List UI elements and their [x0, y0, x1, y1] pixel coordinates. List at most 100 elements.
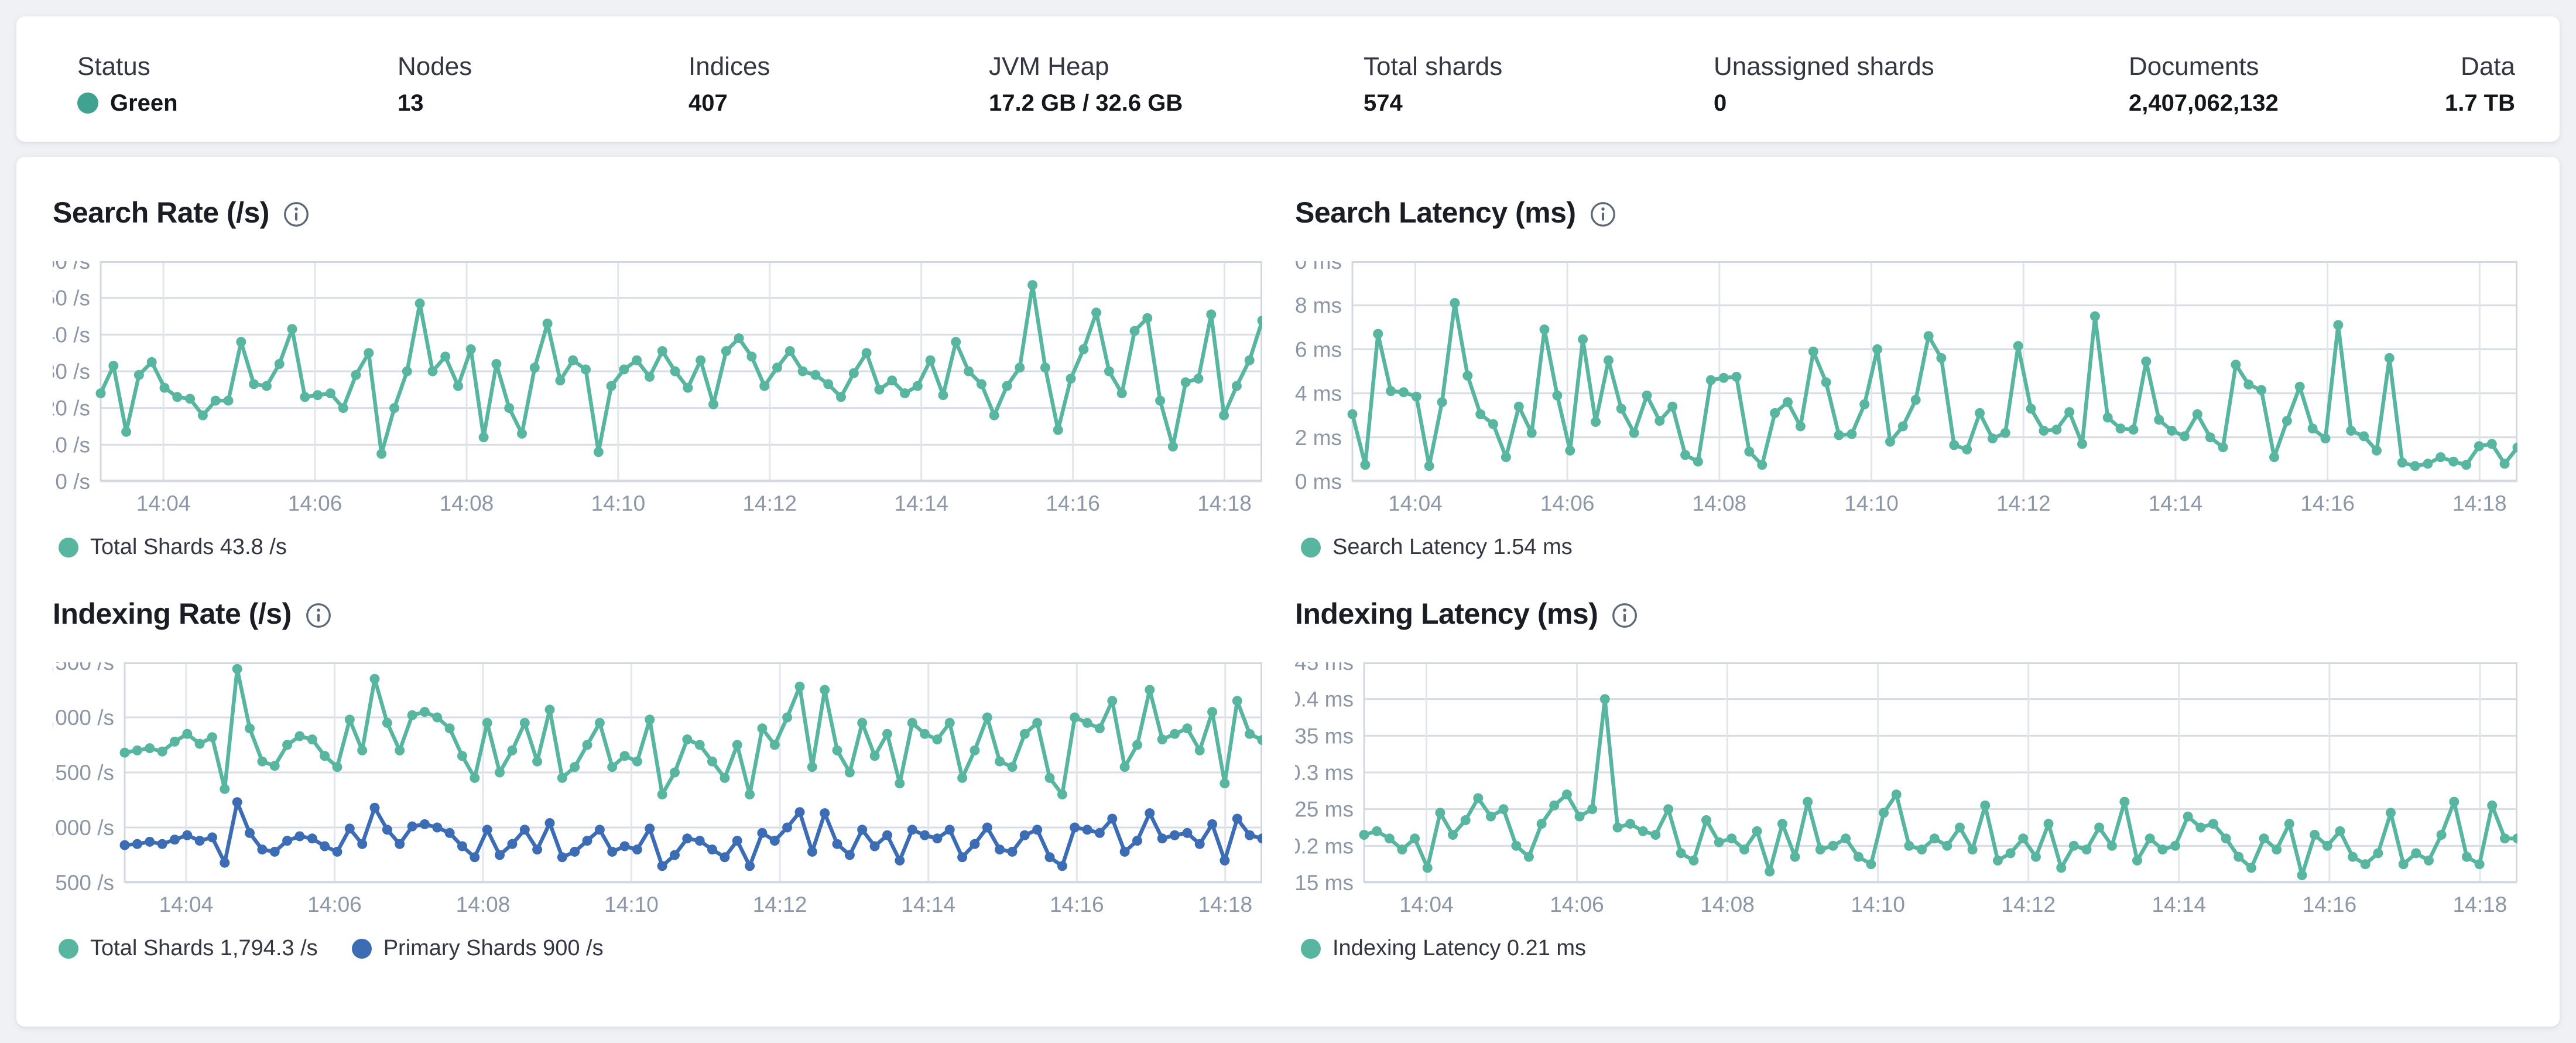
stat-label: Indices [688, 52, 770, 81]
legend-dot-icon [1301, 938, 1321, 959]
chart-indexing-rate: Indexing Rate (/s) 500 /s 1,000 /s 1,500 /… [53, 598, 1262, 990]
svg-text:14:04: 14:04 [136, 491, 191, 515]
stat-label: Status [77, 52, 150, 81]
svg-text:0.15 ms: 0.15 ms [1295, 871, 1354, 895]
stat-label: Data [2461, 52, 2515, 81]
chart-title: Search Latency (ms) [1295, 196, 1576, 229]
svg-text:14:16: 14:16 [2300, 491, 2355, 515]
stat-label: Documents [2129, 52, 2259, 81]
indexing-latency-chart[interactable]: 0.15 ms 0.2 ms 0.25 ms 0.3 ms 0.35 ms 0.4 ms 0… [1295, 662, 2517, 920]
chart-indexing-latency: Indexing Latency (ms) 0.15 ms 0.2 ms 0.25 … [1295, 598, 2517, 990]
chart-legend: Total Shards 43.8 /s [59, 535, 287, 560]
info-icon[interactable] [306, 603, 331, 628]
legend-label: Search Latency 1.54 ms [1332, 535, 1573, 559]
stat-label: Unassigned shards [1714, 52, 1934, 81]
svg-text:14:08: 14:08 [1700, 892, 1755, 917]
legend-item[interactable]: Indexing Latency 0.21 ms [1301, 936, 1586, 961]
svg-text:20 /s: 20 /s [53, 396, 90, 420]
legend-item[interactable]: Total Shards 43.8 /s [59, 535, 287, 560]
svg-text:14:04: 14:04 [1399, 892, 1454, 917]
stat-value: 2,407,062,132 [2129, 90, 2279, 117]
chart-legend: Indexing Latency 0.21 ms [1301, 936, 1586, 961]
svg-text:14:16: 14:16 [2303, 892, 2357, 917]
stat-nodes: Nodes 13 [398, 52, 472, 117]
svg-text:14:14: 14:14 [901, 892, 955, 917]
stat-value: 13 [398, 90, 424, 117]
svg-text:50 /s: 50 /s [53, 286, 90, 310]
search-rate-chart[interactable]: 0 /s 10 /s 20 /s 30 /s 40 /s 50 /s 60 /s 14:04 1… [53, 261, 1262, 519]
svg-text:1,500 /s: 1,500 /s [53, 761, 114, 785]
svg-text:2,500 /s: 2,500 /s [53, 662, 114, 675]
svg-text:14:12: 14:12 [2001, 892, 2056, 917]
svg-text:14:06: 14:06 [288, 491, 342, 515]
svg-text:0.45 ms: 0.45 ms [1295, 662, 1354, 675]
svg-text:8 ms: 8 ms [1295, 293, 1342, 317]
svg-text:0.25 ms: 0.25 ms [1295, 798, 1354, 822]
svg-text:14:10: 14:10 [604, 892, 659, 917]
stat-label: Nodes [398, 52, 472, 81]
svg-text:2,000 /s: 2,000 /s [53, 706, 114, 730]
stat-unassigned-shards: Unassigned shards 0 [1714, 52, 1934, 116]
svg-text:14:12: 14:12 [742, 491, 797, 515]
svg-text:0.3 ms: 0.3 ms [1295, 761, 1354, 785]
svg-text:60 /s: 60 /s [53, 261, 90, 273]
svg-text:500 /s: 500 /s [55, 871, 114, 895]
stat-data: Data 1.7 TB [2445, 52, 2515, 116]
legend-label: Total Shards 1,794.3 /s [90, 936, 318, 960]
svg-text:14:06: 14:06 [1550, 892, 1604, 917]
stat-documents: Documents 2,407,062,132 [2129, 52, 2279, 117]
svg-text:4 ms: 4 ms [1295, 382, 1342, 406]
legend-label: Primary Shards 900 /s [383, 936, 604, 960]
svg-text:14:06: 14:06 [1540, 491, 1595, 515]
legend-dot-icon [351, 938, 372, 959]
svg-text:14:14: 14:14 [894, 491, 948, 515]
chart-title: Search Rate (/s) [53, 196, 269, 229]
svg-text:0 /s: 0 /s [55, 470, 90, 494]
svg-text:14:16: 14:16 [1046, 491, 1100, 515]
stat-indices: Indices 407 [688, 52, 770, 117]
legend-item[interactable]: Primary Shards 900 /s [351, 936, 604, 961]
chart-search-rate: Search Rate (/s) 0 /s 10 /s 20 /s 30 /s 40 /… [53, 197, 1262, 589]
svg-text:14:12: 14:12 [753, 892, 807, 917]
svg-text:6 ms: 6 ms [1295, 337, 1342, 361]
legend-label: Total Shards 43.8 /s [90, 535, 287, 559]
svg-text:0 ms: 0 ms [1295, 470, 1342, 494]
stat-value: 407 [688, 90, 728, 117]
svg-text:14:18: 14:18 [2453, 892, 2508, 917]
svg-text:10 ms: 10 ms [1295, 261, 1342, 273]
legend-item[interactable]: Search Latency 1.54 ms [1301, 535, 1573, 560]
svg-text:0.35 ms: 0.35 ms [1295, 724, 1354, 748]
stat-total-shards: Total shards 574 [1364, 52, 1502, 117]
stat-value: 574 [1364, 90, 1403, 117]
info-icon[interactable] [1612, 603, 1638, 628]
indexing-rate-chart[interactable]: 500 /s 1,000 /s 1,500 /s 2,000 /s 2,500 /s 14… [53, 662, 1262, 920]
info-icon[interactable] [1590, 201, 1616, 227]
svg-text:14:04: 14:04 [159, 892, 214, 917]
stat-status: Status Green [77, 52, 178, 117]
legend-label: Indexing Latency 0.21 ms [1332, 936, 1587, 960]
info-icon[interactable] [283, 201, 309, 227]
chart-search-latency: Search Latency (ms) 0 ms 2 ms 4 ms 6 ms 8 ms… [1295, 197, 2517, 589]
svg-text:14:14: 14:14 [2152, 892, 2207, 917]
svg-text:10 /s: 10 /s [53, 433, 90, 457]
legend-dot-icon [59, 537, 78, 558]
svg-text:14:10: 14:10 [591, 491, 646, 515]
svg-text:14:08: 14:08 [456, 892, 511, 917]
svg-text:0.2 ms: 0.2 ms [1295, 834, 1354, 858]
stat-value: Green [110, 90, 178, 117]
svg-text:14:08: 14:08 [440, 491, 494, 515]
chart-title: Indexing Rate (/s) [53, 597, 292, 630]
svg-text:14:12: 14:12 [1996, 491, 2051, 515]
legend-item[interactable]: Total Shards 1,794.3 /s [59, 936, 318, 961]
svg-text:40 /s: 40 /s [53, 323, 90, 347]
chart-title: Indexing Latency (ms) [1295, 597, 1598, 630]
svg-text:2 ms: 2 ms [1295, 426, 1342, 450]
search-latency-chart[interactable]: 0 ms 2 ms 4 ms 6 ms 8 ms 10 ms 14:04 14:06 14:08… [1295, 261, 2517, 519]
cluster-overview-bar: Status Green Nodes 13 Indices 407 JVM He… [16, 16, 2560, 142]
stat-jvm-heap: JVM Heap 17.2 GB / 32.6 GB [989, 52, 1183, 116]
metrics-panel: Search Rate (/s) 0 /s 10 /s 20 /s 30 /s 40 /… [16, 157, 2560, 1027]
svg-text:1,000 /s: 1,000 /s [53, 816, 114, 840]
svg-text:14:18: 14:18 [1197, 491, 1252, 515]
svg-text:14:14: 14:14 [2149, 491, 2203, 515]
svg-text:14:10: 14:10 [1851, 892, 1905, 917]
